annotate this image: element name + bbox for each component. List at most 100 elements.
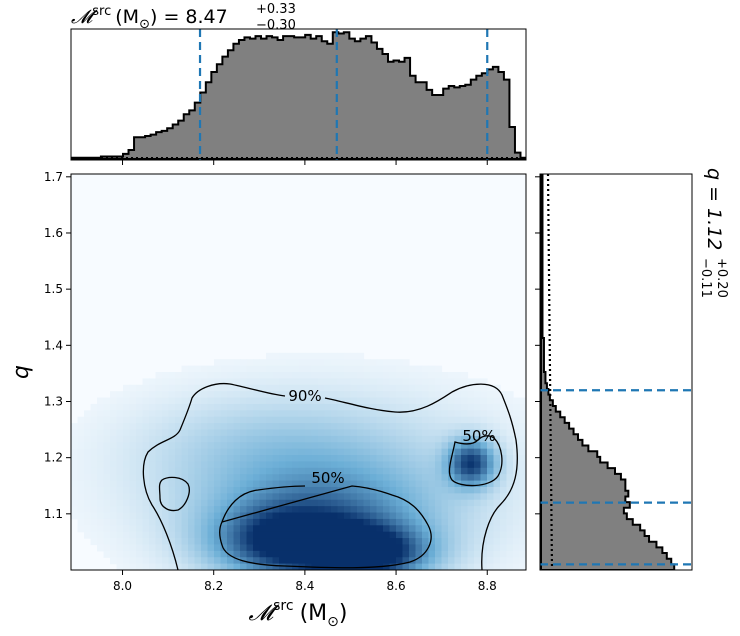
density-cell (155, 384, 163, 392)
density-cell (383, 435, 391, 443)
density-cell (435, 486, 443, 494)
density-cell (389, 397, 397, 405)
density-cell (519, 525, 526, 533)
density-cell (428, 455, 436, 463)
density-cell (129, 557, 137, 565)
density-cell (188, 442, 196, 450)
density-cell (331, 403, 339, 411)
density-cell (292, 372, 300, 379)
density-cell (149, 480, 157, 488)
density-cell (253, 391, 261, 399)
density-cell (84, 423, 92, 431)
x-tick-label: 8.4 (295, 579, 314, 593)
density-cell (428, 493, 436, 501)
density-cell (188, 563, 196, 570)
density-cell (415, 410, 423, 418)
density-cell (285, 512, 293, 520)
density-cell (519, 461, 526, 469)
density-cell (428, 378, 436, 386)
density-cell (311, 378, 319, 386)
density-cell (357, 403, 365, 411)
density-cell (513, 557, 521, 565)
density-cell (279, 557, 287, 565)
density-cell (396, 429, 404, 437)
density-cell (331, 557, 339, 565)
density-cell (337, 372, 345, 379)
density-cell (71, 493, 79, 501)
density-cell (454, 506, 462, 514)
density-cell (493, 493, 501, 501)
density-cell (402, 435, 410, 443)
density-cell (149, 486, 157, 494)
density-cell (110, 557, 118, 565)
density-cell (123, 544, 131, 552)
density-cell (272, 544, 280, 552)
density-cell (389, 512, 397, 520)
density-cell (201, 378, 209, 386)
density-cell (487, 391, 495, 399)
density-cell (318, 352, 326, 360)
density-cell (246, 506, 254, 514)
density-cell (240, 506, 248, 514)
density-cell (441, 397, 449, 405)
density-cell (461, 397, 469, 405)
density-cell (337, 512, 345, 520)
density-cell (480, 518, 488, 526)
density-cell (220, 410, 228, 418)
density-cell (500, 448, 508, 456)
density-cell (285, 474, 293, 482)
density-cell (266, 525, 274, 533)
density-cell (240, 448, 248, 456)
density-cell (448, 525, 456, 533)
density-cell (324, 403, 332, 411)
density-cell (272, 359, 280, 367)
density-cell (162, 372, 170, 379)
density-cell (519, 518, 526, 526)
density-cell (389, 410, 397, 418)
density-cell (253, 506, 261, 514)
density-cell (513, 455, 521, 463)
density-cell (350, 384, 358, 392)
density-cell (272, 518, 280, 526)
density-cell (149, 512, 157, 520)
density-cell (409, 403, 417, 411)
density-cell (370, 506, 378, 514)
density-cell (500, 486, 508, 494)
density-cell (331, 391, 339, 399)
density-cell (266, 544, 274, 552)
density-cell (415, 442, 423, 450)
density-cell (298, 442, 306, 450)
density-cell (474, 557, 482, 565)
density-cell (155, 410, 163, 418)
density-cell (441, 499, 449, 507)
density-cell (214, 416, 222, 424)
density-cell (370, 423, 378, 431)
density-cell (357, 423, 365, 431)
density-cell (461, 486, 469, 494)
density-cell (422, 372, 430, 379)
density-cell (272, 372, 280, 379)
density-cell (480, 563, 488, 570)
density-cell (272, 480, 280, 488)
density-cell (454, 435, 462, 443)
density-cell (467, 550, 475, 558)
density-cell (246, 442, 254, 450)
density-cell (136, 499, 144, 507)
density-cell (259, 499, 267, 507)
density-cell (168, 486, 176, 494)
density-cell (194, 416, 202, 424)
density-cell (194, 384, 202, 392)
density-cell (71, 442, 79, 450)
density-cell (116, 442, 124, 450)
density-cell (103, 435, 111, 443)
density-cell (136, 423, 144, 431)
density-cell (350, 365, 358, 373)
density-cell (220, 544, 228, 552)
density-cell (246, 480, 254, 488)
density-cell (376, 410, 384, 418)
density-cell (324, 384, 332, 392)
density-cell (396, 455, 404, 463)
density-cell (181, 531, 189, 539)
density-cell (272, 563, 280, 570)
density-cell (149, 397, 157, 405)
